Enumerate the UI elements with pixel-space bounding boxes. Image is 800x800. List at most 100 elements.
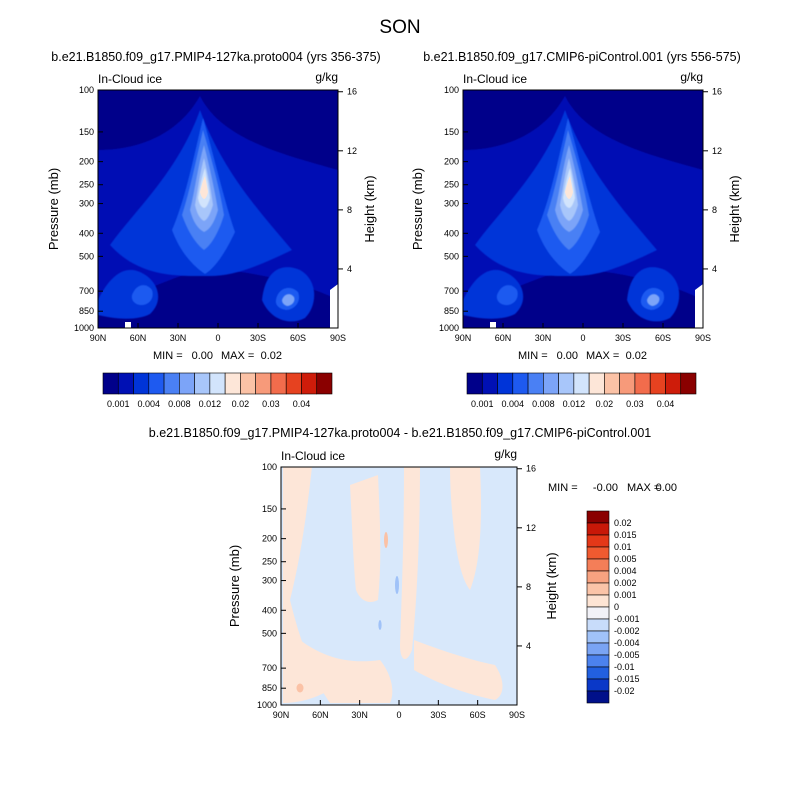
x-tick-label: 90S bbox=[330, 333, 346, 343]
colorbar-swatch bbox=[194, 372, 211, 395]
height-ticks-diff: 4 8 12 16 bbox=[517, 464, 536, 651]
colorbar-swatch bbox=[680, 372, 697, 395]
colorbar-swatch bbox=[586, 522, 610, 536]
x-tick-label: 60N bbox=[312, 710, 329, 720]
max-label-diff: MAX = bbox=[627, 482, 660, 494]
colorbar-swatch bbox=[649, 372, 666, 395]
colorbar-swatch bbox=[179, 372, 195, 395]
colorbar-label: -0.01 bbox=[614, 662, 635, 672]
y-tick-label: 300 bbox=[444, 199, 459, 209]
y-tick-label: 500 bbox=[79, 251, 94, 261]
contour-field-right bbox=[463, 90, 703, 328]
colorbar-swatch bbox=[586, 546, 610, 560]
y-axis-label-left: Pressure (mb) bbox=[46, 168, 61, 250]
panel-left-title: b.e21.B1850.f09_g17.PMIP4-127ka.proto004… bbox=[51, 50, 380, 64]
colorbar-swatch bbox=[543, 372, 559, 395]
colorbar-swatch bbox=[588, 372, 605, 395]
colorbar-swatch bbox=[224, 372, 241, 395]
x-tick-label: 90N bbox=[455, 333, 472, 343]
colorbar-swatch bbox=[255, 372, 272, 395]
height-tick-label: 16 bbox=[347, 87, 357, 97]
colorbar-label: -0.004 bbox=[614, 638, 640, 648]
colorbar-swatch bbox=[586, 570, 610, 584]
panel-diff-title: b.e21.B1850.f09_g17.PMIP4-127ka.proto004… bbox=[149, 426, 651, 440]
height-tick-label: 12 bbox=[712, 146, 722, 156]
colorbar-label: 0.004 bbox=[138, 399, 161, 409]
x-tick-label: 60S bbox=[290, 333, 306, 343]
colorbar-swatch bbox=[270, 372, 287, 395]
x-tick-label: 30S bbox=[250, 333, 266, 343]
y-tick-label: 150 bbox=[444, 127, 459, 137]
plot-frame-right bbox=[462, 89, 704, 329]
y-tick-label: 1000 bbox=[439, 323, 459, 333]
colorbar-swatch bbox=[102, 372, 119, 395]
colorbar-label: 0.03 bbox=[262, 399, 280, 409]
x-tick-label: 30N bbox=[170, 333, 187, 343]
y-axis-label-right: Pressure (mb) bbox=[410, 168, 425, 250]
field-label-right: In-Cloud ice bbox=[463, 72, 527, 86]
panel-right: In-Cloud ice g/kg 90N 60N 30N 0 30S 60S 90S 10… bbox=[410, 70, 742, 409]
units-label-right: g/kg bbox=[680, 70, 703, 84]
y-tick-label: 850 bbox=[262, 683, 277, 693]
y-tick-label: 500 bbox=[262, 628, 277, 638]
figure-title: SON bbox=[379, 17, 420, 38]
colorbar-swatch bbox=[163, 372, 180, 395]
colorbar-swatch bbox=[586, 690, 610, 704]
colorbar-label: 0.001 bbox=[107, 399, 130, 409]
y-tick-label: 250 bbox=[444, 180, 459, 190]
x-tick-label: 30S bbox=[615, 333, 631, 343]
y-tick-label: 700 bbox=[262, 663, 277, 673]
colorbar-label: 0.04 bbox=[657, 399, 675, 409]
contour-field-left bbox=[98, 90, 338, 328]
colorbar-right: 0.001 0.004 0.008 0.012 0.02 0.03 0.04 bbox=[466, 372, 697, 409]
height-tick-label: 16 bbox=[526, 464, 536, 474]
y-tick-label: 150 bbox=[79, 127, 94, 137]
colorbar-swatch bbox=[586, 510, 610, 524]
colorbar-swatch bbox=[466, 372, 483, 395]
colorbar-swatch bbox=[586, 606, 610, 620]
height-tick-label: 12 bbox=[347, 146, 357, 156]
colorbar-swatch bbox=[586, 630, 610, 644]
y-tick-label: 300 bbox=[79, 199, 94, 209]
colorbar-label: 0.004 bbox=[614, 566, 637, 576]
colorbar-swatch bbox=[240, 372, 256, 395]
colorbar-swatch bbox=[301, 372, 318, 395]
max-value-left: 0.02 bbox=[261, 350, 282, 362]
x-tick-label: 90N bbox=[90, 333, 107, 343]
field-label-diff: In-Cloud ice bbox=[281, 449, 345, 463]
panel-right-title: b.e21.B1850.f09_g17.CMIP6-piControl.001 … bbox=[423, 50, 741, 64]
y2-axis-label-diff: Height (km) bbox=[544, 552, 559, 619]
height-tick-label: 8 bbox=[712, 205, 717, 215]
colorbar-swatch bbox=[619, 372, 636, 395]
max-value-diff: 0.00 bbox=[656, 482, 677, 494]
x-ticks-diff: 90N 60N 30N 0 30S 60S 90S bbox=[273, 700, 525, 720]
height-tick-label: 4 bbox=[526, 641, 531, 651]
colorbar-swatch bbox=[558, 372, 575, 395]
x-tick-label: 60N bbox=[495, 333, 512, 343]
min-label-diff: MIN = bbox=[548, 482, 578, 494]
colorbar-label: -0.001 bbox=[614, 614, 640, 624]
min-label-left: MIN = bbox=[153, 350, 183, 362]
max-label-right: MAX = bbox=[586, 350, 619, 362]
y-tick-label: 300 bbox=[262, 576, 277, 586]
y-tick-label: 100 bbox=[444, 85, 459, 95]
colorbar-swatch bbox=[586, 582, 610, 596]
x-tick-label: 90S bbox=[509, 710, 525, 720]
colorbar-swatch bbox=[148, 372, 165, 395]
plot-frame-left bbox=[97, 89, 339, 329]
y-tick-label: 400 bbox=[79, 228, 94, 238]
colorbar-label: 0.008 bbox=[532, 399, 555, 409]
colorbar-left: 0.001 0.004 0.008 0.012 0.02 0.03 0.04 bbox=[102, 372, 333, 409]
colorbar-label: 0.01 bbox=[614, 542, 632, 552]
y-tick-label: 400 bbox=[444, 228, 459, 238]
x-tick-label: 60N bbox=[130, 333, 147, 343]
colorbar-label: -0.02 bbox=[614, 686, 635, 696]
colorbar-label: 0.004 bbox=[502, 399, 525, 409]
colorbar-swatch bbox=[604, 372, 620, 395]
height-tick-label: 4 bbox=[347, 264, 352, 274]
y-tick-label: 700 bbox=[444, 286, 459, 296]
x-ticks-right: 90N 60N 30N 0 30S 60S 90S bbox=[455, 323, 711, 343]
colorbar-label: 0.005 bbox=[614, 554, 637, 564]
colorbar-swatch bbox=[512, 372, 529, 395]
